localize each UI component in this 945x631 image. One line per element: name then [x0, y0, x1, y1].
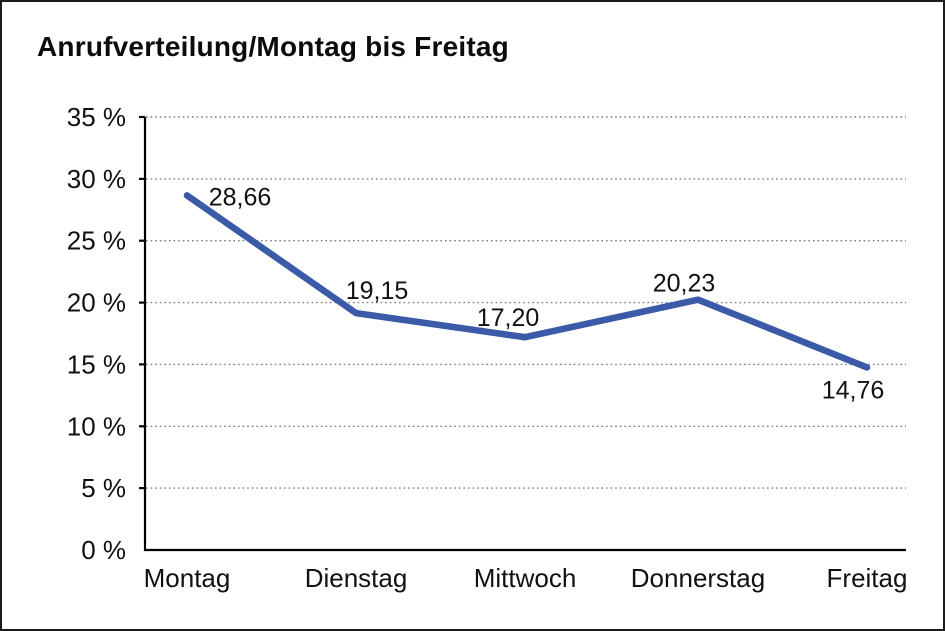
y-tick-label: 5 % — [81, 473, 126, 503]
data-point-label: 17,20 — [477, 304, 540, 332]
data-point-label: 20,23 — [653, 270, 716, 298]
x-category-label: Dienstag — [305, 563, 408, 593]
x-category-label: Mittwoch — [474, 563, 577, 593]
y-tick-label: 0 % — [81, 535, 126, 565]
axis-lines — [143, 117, 906, 552]
x-category-label: Montag — [144, 563, 231, 593]
chart-title: Anrufverteilung/Montag bis Freitag — [37, 31, 509, 62]
y-tick-label: 15 % — [67, 349, 126, 379]
data-point-label: 28,66 — [209, 183, 272, 211]
y-tick-label: 20 % — [67, 288, 126, 318]
y-tick-label: 10 % — [67, 411, 126, 441]
y-tick-label: 30 % — [67, 164, 126, 194]
data-point-label: 19,15 — [346, 277, 409, 305]
y-tick-label: 35 % — [67, 102, 126, 132]
x-category-label: Freitag — [827, 563, 908, 593]
y-tick-label: 25 % — [67, 226, 126, 256]
x-category-label: Donnerstag — [631, 563, 765, 593]
data-point-label: 14,76 — [822, 376, 885, 404]
data-line-series — [183, 192, 871, 371]
